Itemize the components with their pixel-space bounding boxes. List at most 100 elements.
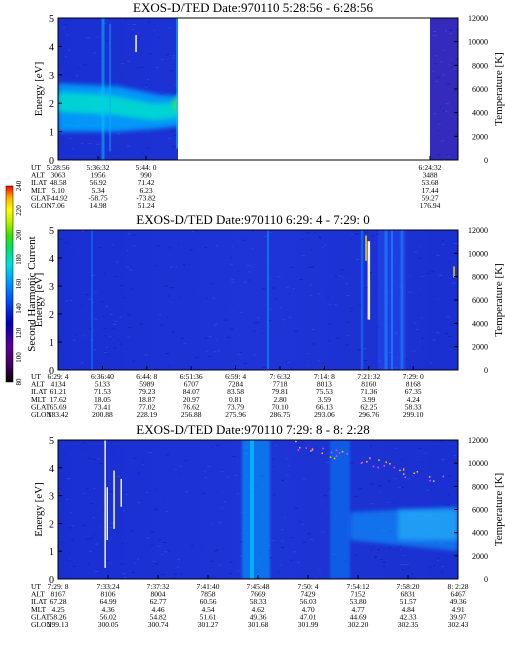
ephemeris-row-label: GLON — [31, 201, 52, 210]
ephemeris-value: 71.42 — [138, 178, 155, 187]
y-right-tick-label: 0 — [484, 575, 488, 584]
noise-mark — [93, 533, 96, 535]
ephemeris-value: 6:59: 4 — [225, 372, 246, 381]
noise-mark — [355, 259, 360, 260]
noise-mark — [449, 261, 451, 263]
noise-mark — [124, 576, 127, 578]
noise-mark — [440, 572, 444, 574]
noise-mark — [453, 243, 458, 244]
ephemeris-value: 49.36 — [450, 597, 467, 606]
noise-mark — [159, 93, 163, 94]
noise-mark — [112, 323, 117, 325]
noise-mark — [169, 247, 171, 249]
noise-mark — [394, 367, 398, 369]
noise-mark — [275, 444, 278, 446]
noise-mark — [148, 452, 152, 454]
noise-mark — [206, 297, 208, 299]
noise-dot — [360, 462, 363, 464]
ephemeris-value: 6:29: 4 — [47, 372, 68, 381]
noise-mark — [409, 275, 411, 277]
ephemeris-value: 70.10 — [272, 402, 289, 411]
colorbar: 80 100 120 140 160 180 200 220 240 Second Harmoni… — [5, 180, 38, 386]
noise-mark — [94, 543, 98, 545]
y-tick-label: 0 — [49, 156, 54, 167]
noise-mark — [405, 358, 407, 360]
noise-mark — [150, 531, 154, 533]
noise-mark — [310, 539, 314, 540]
ephemeris-value: 56.02 — [100, 612, 117, 621]
noise-dot — [321, 452, 323, 455]
noise-mark — [418, 246, 421, 248]
noise-mark — [165, 511, 169, 513]
ephemeris-row-label: UT — [31, 163, 41, 172]
noise-mark — [132, 24, 136, 25]
noise-mark — [336, 337, 340, 339]
noise-mark — [262, 366, 266, 368]
noise-mark — [401, 487, 404, 488]
spectral-streak — [384, 230, 388, 370]
noise-mark — [274, 298, 277, 300]
noise-mark — [175, 266, 178, 268]
noise-mark — [159, 561, 161, 563]
noise-mark — [388, 351, 392, 353]
noise-mark — [268, 320, 271, 321]
noise-mark — [121, 63, 124, 65]
noise-mark — [109, 527, 112, 529]
y-tick-label: 4 — [49, 42, 54, 53]
ephemeris-row-label: ALT — [31, 171, 45, 180]
noise-mark — [237, 570, 241, 572]
ephemeris-value: 65.69 — [50, 402, 67, 411]
noise-mark — [281, 540, 285, 542]
noise-mark — [94, 318, 98, 320]
noise-mark — [257, 317, 261, 319]
noise-mark — [132, 572, 135, 574]
ephemeris-value: -73.82 — [136, 193, 156, 202]
ephemeris-value: 5133 — [95, 380, 110, 389]
ephemeris-value: 3.99 — [362, 395, 375, 404]
noise-mark — [377, 549, 380, 551]
y-tick-label: 0 — [49, 575, 54, 586]
ephemeris-value: 7:50: 4 — [297, 582, 318, 591]
noise-mark — [441, 240, 445, 242]
noise-mark — [248, 279, 251, 281]
noise-mark — [160, 574, 165, 576]
noise-mark — [436, 332, 440, 334]
noise-mark — [106, 346, 108, 348]
noise-dot — [399, 469, 401, 472]
noise-mark — [407, 291, 412, 293]
y-right-tick-label: 6000 — [472, 85, 488, 94]
noise-mark — [81, 142, 84, 144]
noise-mark — [280, 307, 282, 308]
noise-mark — [97, 458, 101, 460]
y-tick-label: 4 — [49, 254, 54, 265]
y-tick-label: 4 — [49, 464, 54, 475]
noise-mark — [87, 457, 91, 459]
noise-mark — [446, 154, 449, 156]
noise-mark — [418, 448, 421, 449]
ephemeris-value: 79.23 — [138, 387, 155, 396]
ephemeris-value: 4.36 — [101, 605, 114, 614]
y-right-tick-label: 6000 — [472, 506, 488, 515]
noise-mark — [240, 555, 243, 557]
noise-mark — [421, 275, 424, 277]
noise-dot — [335, 449, 338, 452]
noise-mark — [334, 276, 338, 278]
noise-mark — [168, 27, 172, 29]
noise-mark — [214, 550, 217, 552]
ephemeris-value: 4.84 — [401, 605, 414, 614]
noise-mark — [122, 297, 126, 299]
y-right-tick-label: 12000 — [468, 14, 488, 23]
noise-mark — [177, 338, 179, 340]
ephemeris-value: -44.92 — [48, 193, 68, 202]
ephemeris-value: 56.03 — [300, 597, 317, 606]
noise-mark — [451, 282, 456, 284]
noise-mark — [197, 292, 199, 294]
noise-mark — [147, 21, 151, 23]
noise-mark — [272, 458, 274, 460]
panel-title: EXOS-D/TED Date:970110 6:29: 4 - 7:29: 0 — [136, 212, 370, 227]
ephemeris-row-label: ILAT — [31, 387, 48, 396]
noise-mark — [440, 472, 442, 474]
noise-mark — [294, 507, 298, 509]
noise-mark — [324, 244, 327, 246]
y-tick-label: 1 — [49, 547, 54, 558]
